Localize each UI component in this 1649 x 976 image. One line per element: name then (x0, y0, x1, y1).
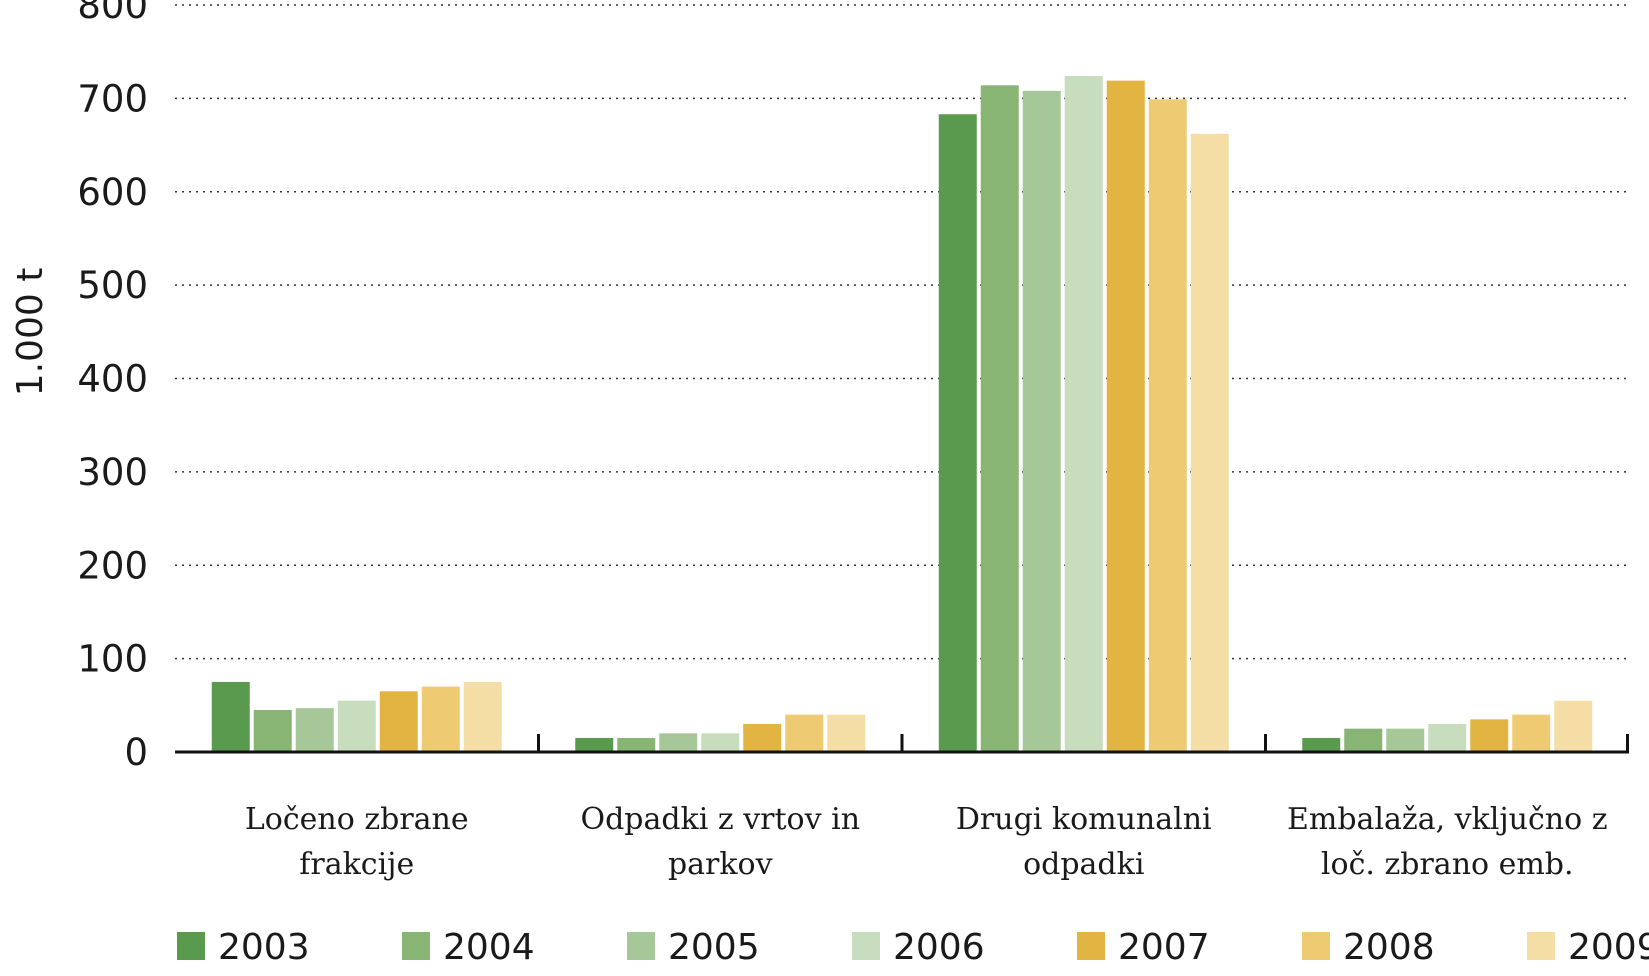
bar-2005-cat-0 (295, 708, 334, 752)
bar-2004-cat-0 (253, 709, 292, 752)
bar-2004-cat-2 (980, 85, 1019, 753)
y-axis-title: 1.000 t (10, 268, 51, 397)
bar-2009-cat-1 (827, 714, 866, 752)
y-tick-label: 600 (77, 171, 148, 214)
legend-swatch-2008 (1302, 932, 1330, 960)
category-label: Embalaža, vključno z (1287, 802, 1608, 837)
bar-2008-cat-0 (421, 686, 460, 752)
y-tick-label: 100 (77, 638, 148, 681)
bar-2003-cat-1 (575, 737, 614, 752)
category-label: Ločeno zbrane (245, 802, 469, 837)
category-labels: Ločeno zbrane frakcije Odpadki z vrtov in p… (245, 802, 1608, 882)
bar-2005-cat-3 (1386, 728, 1425, 752)
category-label: Drugi komunalni (956, 802, 1212, 837)
legend-label-2003: 2003 (218, 927, 310, 968)
category-label: parkov (668, 847, 773, 882)
x-axis (175, 734, 1629, 754)
bar-2006-cat-0 (337, 700, 376, 752)
bar-2004-cat-1 (617, 737, 656, 752)
y-tick-label: 800 (77, 0, 148, 27)
legend-swatch-2005 (627, 932, 655, 960)
legend-swatch-2007 (1077, 932, 1105, 960)
bar-2006-cat-3 (1428, 723, 1467, 752)
bar-2003-cat-3 (1302, 737, 1341, 752)
bar-2008-cat-3 (1512, 714, 1551, 752)
bar-2008-cat-1 (785, 714, 824, 752)
bar-2003-cat-0 (211, 681, 250, 752)
bar-2006-cat-2 (1064, 75, 1103, 753)
bar-2007-cat-1 (743, 723, 782, 752)
category-label: frakcije (299, 847, 414, 882)
legend-label-2006: 2006 (893, 927, 985, 968)
y-tick-label: 400 (77, 358, 148, 401)
bar-2005-cat-1 (659, 733, 698, 752)
bar-2007-cat-2 (1106, 80, 1145, 753)
bars (211, 75, 1593, 753)
legend-swatch-2003 (177, 932, 205, 960)
legend-label-2005: 2005 (668, 927, 760, 968)
bar-2009-cat-2 (1190, 133, 1229, 753)
y-tick-label: 500 (77, 264, 148, 307)
legend-swatch-2006 (852, 932, 880, 960)
bar-2007-cat-0 (379, 691, 418, 752)
bar-2006-cat-1 (701, 733, 740, 752)
y-tick-label: 200 (77, 544, 148, 587)
legend-swatch-2004 (402, 932, 430, 960)
bar-2003-cat-2 (938, 114, 977, 752)
category-label: loč. zbrano emb. (1321, 847, 1574, 882)
bar-2005-cat-2 (1022, 90, 1061, 752)
y-tick-label: 300 (77, 451, 148, 494)
legend: 2003 2004 2005 2006 2007 2008 2009 (177, 927, 1649, 968)
y-tick-label: 0 (124, 731, 148, 774)
gridlines (175, 4, 1629, 660)
legend-label-2008: 2008 (1343, 927, 1435, 968)
bar-2009-cat-3 (1554, 700, 1593, 752)
bar-2004-cat-3 (1344, 728, 1383, 752)
legend-label-2007: 2007 (1118, 927, 1210, 968)
bar-2009-cat-0 (463, 681, 502, 752)
bar-2008-cat-2 (1148, 99, 1187, 753)
y-axis-tick-labels: 0 100 200 300 400 500 600 700 800 (77, 0, 148, 774)
legend-label-2009: 2009 (1568, 927, 1649, 968)
bar-2007-cat-3 (1470, 719, 1509, 752)
legend-swatch-2009 (1527, 932, 1555, 960)
category-label: odpadki (1023, 847, 1144, 882)
category-label: Odpadki z vrtov in (580, 802, 860, 837)
legend-label-2004: 2004 (443, 927, 535, 968)
y-tick-label: 700 (77, 77, 148, 120)
